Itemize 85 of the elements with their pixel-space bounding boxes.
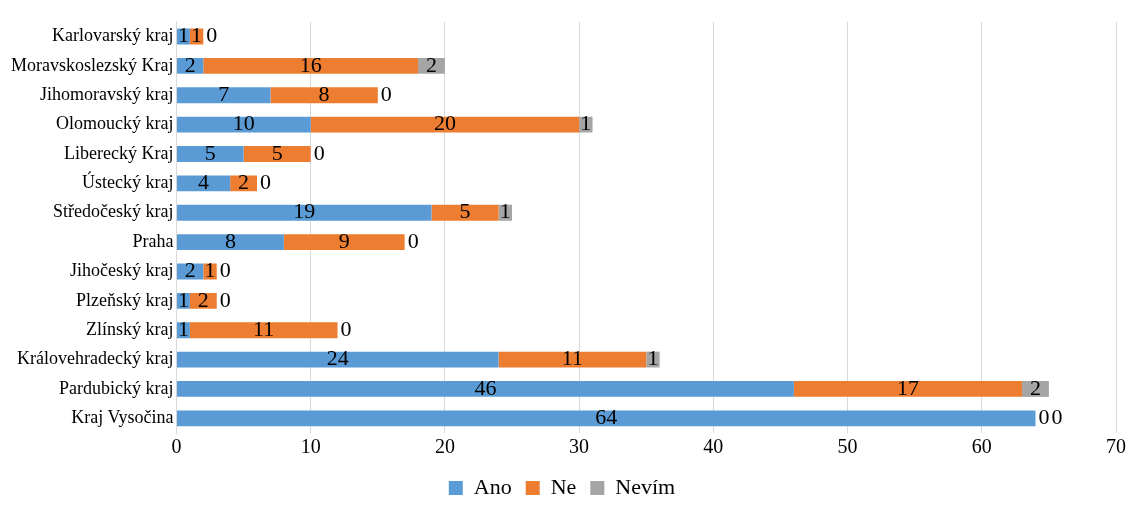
data-label: 2 bbox=[238, 169, 250, 195]
legend-label: Ano bbox=[473, 473, 512, 499]
data-label: 8 bbox=[318, 81, 330, 107]
x-tick-label: 20 bbox=[434, 435, 455, 458]
bar bbox=[793, 381, 1023, 397]
bar bbox=[176, 175, 231, 192]
bar bbox=[189, 322, 338, 339]
data-label: 1 bbox=[191, 22, 203, 48]
data-label: 16 bbox=[299, 51, 322, 77]
data-label: 1 bbox=[177, 286, 189, 312]
data-label: 4 bbox=[198, 169, 210, 195]
data-label: 0 bbox=[206, 22, 218, 48]
y-tick-label: Olomoucký kraj bbox=[55, 113, 174, 134]
x-tick-label: 40 bbox=[703, 435, 724, 458]
data-label: 1 bbox=[204, 257, 216, 283]
bar bbox=[176, 146, 244, 162]
bar bbox=[203, 57, 419, 74]
y-tick-label: Ústecký kraj bbox=[82, 171, 174, 193]
bar bbox=[243, 146, 311, 162]
bar bbox=[176, 381, 794, 397]
y-tick-label: Středočeský kraj bbox=[53, 201, 174, 222]
data-label: 0 bbox=[380, 81, 392, 107]
bar bbox=[270, 87, 378, 104]
data-label: 11 bbox=[561, 345, 584, 371]
bar bbox=[176, 410, 1036, 427]
data-label: 2 bbox=[197, 286, 209, 312]
data-label: 0 bbox=[340, 315, 352, 341]
y-tick-label: Liberecký Kraj bbox=[64, 142, 174, 163]
bar bbox=[176, 234, 284, 251]
data-label: 0 bbox=[1038, 404, 1050, 430]
data-label: 2 bbox=[184, 51, 196, 77]
data-label: 0 bbox=[260, 169, 271, 195]
data-label: 5 bbox=[204, 139, 216, 165]
data-label: 10 bbox=[232, 110, 255, 136]
data-label: 2 bbox=[184, 257, 196, 283]
x-tick-label: 30 bbox=[569, 435, 590, 458]
data-label: 1 bbox=[647, 345, 659, 371]
y-tick-label: Praha bbox=[132, 230, 174, 251]
y-tick-label: Moravskoslezský Kraj bbox=[11, 54, 174, 75]
y-tick-label: Královehradecký kraj bbox=[17, 348, 174, 369]
legend-label: Ne bbox=[550, 473, 577, 499]
data-label: 5 bbox=[459, 198, 471, 224]
x-tick-label: 10 bbox=[300, 435, 321, 458]
data-label: 0 bbox=[313, 139, 325, 165]
data-label: 9 bbox=[338, 227, 350, 253]
data-label: 1 bbox=[499, 198, 511, 224]
data-label: 5 bbox=[271, 139, 283, 165]
bar bbox=[176, 87, 271, 104]
x-tick-label: 60 bbox=[971, 435, 992, 458]
data-label: 7 bbox=[218, 81, 230, 107]
data-label: 0 bbox=[407, 227, 419, 253]
y-tick-label: Plzeňský kraj bbox=[75, 289, 174, 310]
data-label: 17 bbox=[896, 374, 919, 400]
bar bbox=[498, 351, 647, 368]
bar bbox=[176, 116, 311, 133]
y-tick-label: Jihočeský kraj bbox=[69, 260, 174, 281]
y-tick-label: Pardubický kraj bbox=[59, 377, 174, 398]
y-tick-label: Kraj Vysočina bbox=[71, 407, 174, 428]
data-label: 11 bbox=[253, 315, 275, 341]
data-label: 1 bbox=[177, 22, 189, 48]
data-label: 2 bbox=[1029, 374, 1041, 400]
bar bbox=[176, 204, 432, 221]
data-label: 0 bbox=[1051, 404, 1063, 430]
data-label: 2 bbox=[425, 51, 437, 77]
data-label: 0 bbox=[219, 257, 231, 283]
data-label: 19 bbox=[293, 198, 316, 224]
data-label: 64 bbox=[595, 404, 618, 430]
data-label: 46 bbox=[474, 374, 497, 400]
y-tick-label: Karlovarský kraj bbox=[52, 25, 174, 46]
x-tick-label: 50 bbox=[837, 435, 858, 458]
y-tick-label: Zlínský kraj bbox=[85, 318, 174, 339]
bar bbox=[431, 204, 499, 221]
data-label: 1 bbox=[580, 110, 592, 136]
bar bbox=[310, 116, 580, 133]
x-tick-label: 0 bbox=[171, 435, 182, 458]
legend-label: Nevím bbox=[615, 473, 676, 499]
x-tick-label: 70 bbox=[1106, 435, 1126, 458]
data-label: 8 bbox=[224, 227, 236, 253]
y-tick-label: Jihomoravský kraj bbox=[39, 83, 174, 104]
bar bbox=[283, 234, 405, 251]
data-label: 20 bbox=[433, 110, 456, 136]
data-label: 0 bbox=[219, 286, 231, 312]
data-label: 1 bbox=[177, 315, 189, 341]
data-label: 24 bbox=[326, 345, 349, 371]
bar bbox=[176, 351, 499, 368]
